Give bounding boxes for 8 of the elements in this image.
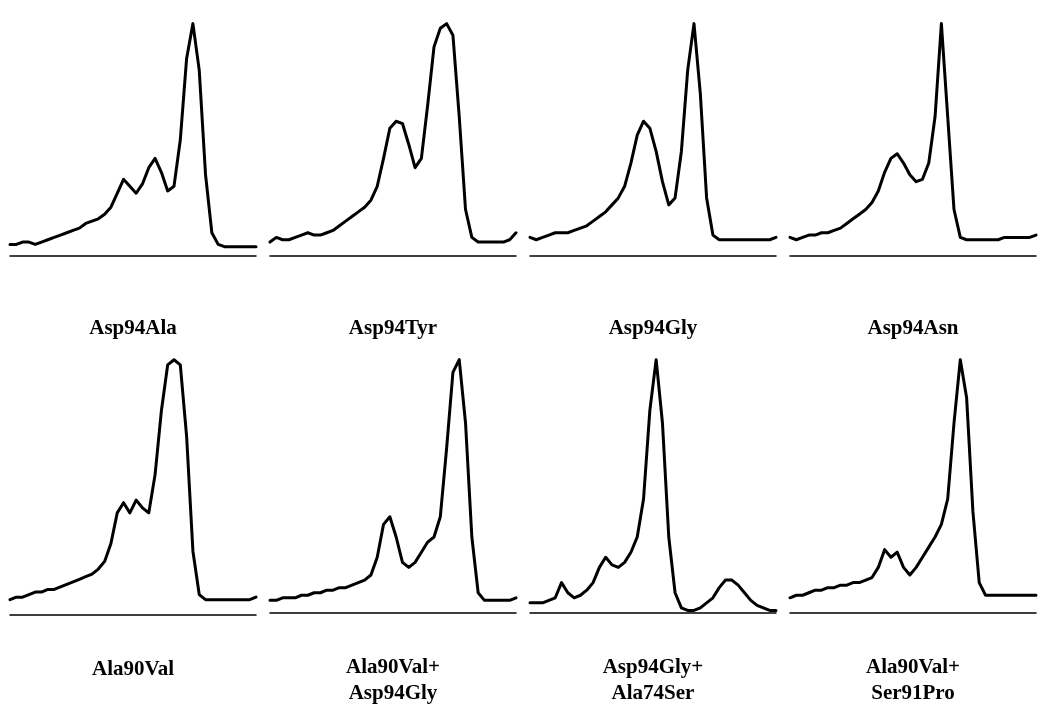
x-axis-title: Ala90Val	[91, 656, 175, 680]
x-axis-title: Ala90Val+ Asp94Gly	[345, 654, 441, 704]
x-axis-title: Asp94Tyr	[348, 315, 438, 339]
x-axis-title: Asp94Asn	[867, 315, 959, 339]
x-axis-title: Ala90Val+ Ser91Pro	[865, 654, 961, 704]
x-axis-title: Asp94Gly	[608, 315, 698, 339]
x-axis-title: Asp94Ala	[89, 315, 178, 339]
x-axis-title: Asp94Gly+ Ala74Ser	[602, 654, 704, 704]
